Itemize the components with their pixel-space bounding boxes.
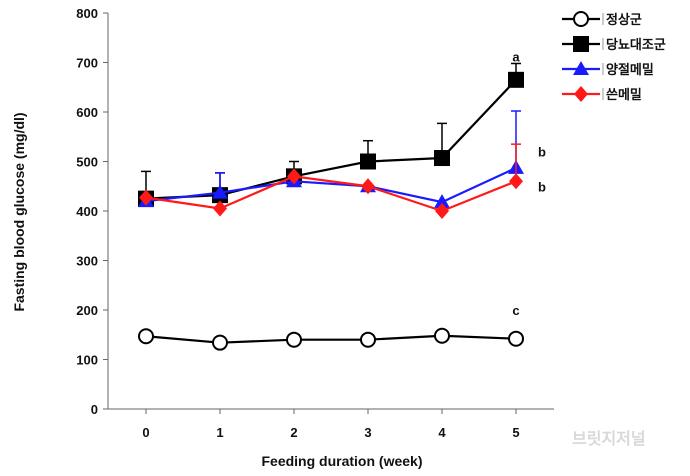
- x-tick-label: 4: [438, 425, 446, 440]
- y-tick-label: 800: [76, 6, 98, 21]
- series-4: [139, 143, 523, 219]
- axes: 0 100 200 300 400 500 600 700 800 0 1 2 3 4 5: [76, 6, 554, 440]
- watermark: 브릿지저널: [572, 429, 646, 448]
- significance-letter: a: [512, 50, 520, 65]
- legend-label: 양절메밀: [606, 62, 654, 77]
- legend-marker: [573, 36, 589, 52]
- legend-item: 당뇨대조군: [562, 36, 666, 52]
- significance-letter: b: [538, 179, 546, 194]
- data-point: [212, 184, 228, 199]
- y-tick-label: 700: [76, 56, 98, 71]
- series-line: [145, 79, 517, 200]
- data-point: [435, 203, 449, 219]
- series-line: [145, 175, 517, 213]
- x-tick-label: 0: [142, 425, 149, 440]
- x-axis-title: Feeding duration (week): [261, 453, 422, 469]
- data-point: [286, 331, 302, 348]
- legend-item: 쓴메밀: [562, 86, 642, 102]
- y-tick-label: 400: [76, 204, 98, 219]
- data-point: [434, 194, 450, 209]
- legend-marker: [573, 11, 589, 27]
- data-point: [212, 334, 228, 351]
- legend-label: 정상군: [606, 12, 642, 27]
- x-tick-label: 3: [364, 425, 371, 440]
- series-line: [145, 334, 517, 344]
- y-tick-label: 500: [76, 155, 98, 170]
- significance-letter: b: [538, 145, 546, 160]
- legend-item: 양절메밀: [562, 61, 654, 77]
- legend-item: 정상군: [562, 11, 642, 27]
- legend-marker: [574, 86, 588, 102]
- data-point: [139, 189, 153, 206]
- significance-letter: c: [512, 303, 519, 318]
- data-point: [361, 178, 375, 195]
- series-3: [138, 110, 524, 209]
- x-tick-label: 2: [290, 425, 297, 440]
- legend-label: 쓴메밀: [606, 87, 642, 102]
- data-point: [434, 327, 450, 344]
- series-line: [145, 166, 517, 204]
- data-point: [213, 200, 227, 217]
- data-point: [360, 153, 376, 170]
- y-axis-title: Fasting blood glucose (mg/dl): [11, 112, 27, 311]
- legend-label: 당뇨대조군: [606, 37, 666, 52]
- series-layer: [138, 62, 524, 351]
- data-point: [360, 331, 376, 348]
- series-2: [138, 62, 524, 207]
- x-tick-label: 1: [216, 425, 223, 440]
- data-point: [508, 330, 524, 347]
- y-tick-label: 200: [76, 303, 98, 318]
- annotation-layer: a b b c: [512, 50, 546, 318]
- data-point: [138, 328, 154, 345]
- data-point: [434, 150, 450, 167]
- data-point: [508, 71, 524, 88]
- legend-marker: [573, 61, 589, 75]
- y-tick-label: 0: [91, 402, 98, 417]
- data-point: [287, 168, 301, 185]
- y-tick-label: 100: [76, 353, 98, 368]
- data-point: [509, 173, 523, 190]
- y-tick-label: 600: [76, 105, 98, 120]
- x-tick-label: 5: [512, 425, 519, 440]
- y-tick-label: 300: [76, 254, 98, 269]
- series-1: [138, 327, 524, 351]
